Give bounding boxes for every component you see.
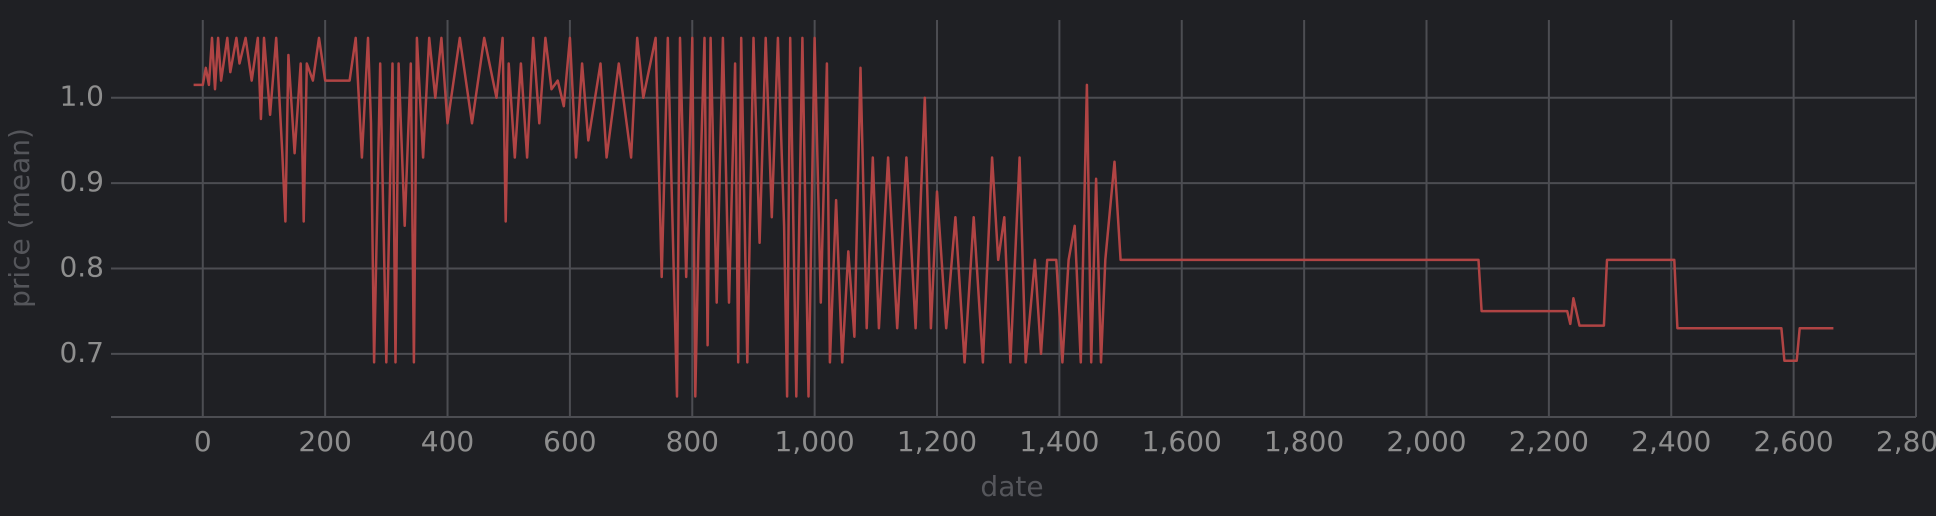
y-tick-label: 0.7 (59, 336, 104, 369)
x-tick-label: 1,400 (1019, 425, 1099, 458)
price-line (193, 36, 1834, 398)
x-tick-label: 200 (298, 425, 351, 458)
y-tick-label: 1.0 (59, 80, 104, 113)
y-axis-title: price (mean) (3, 128, 36, 308)
x-tick-label: 1,600 (1142, 425, 1222, 458)
y-tick-label: 0.9 (59, 165, 104, 198)
x-tick-label: 0 (194, 425, 212, 458)
x-axis-title: date (980, 470, 1043, 503)
x-tick-label: 2,200 (1509, 425, 1589, 458)
x-tick-label: 2,000 (1386, 425, 1466, 458)
y-tick-label: 0.8 (59, 250, 104, 283)
x-tick-label: 800 (666, 425, 719, 458)
x-tick-label: 600 (543, 425, 596, 458)
x-tick-label: 2,400 (1631, 425, 1711, 458)
x-tick-label: 2,600 (1754, 425, 1834, 458)
x-tick-label: 1,200 (897, 425, 977, 458)
x-tick-label: 400 (421, 425, 474, 458)
x-tick-label: 2,800 (1876, 425, 1936, 458)
x-tick-label: 1,800 (1264, 425, 1344, 458)
x-tick-label: 1,000 (775, 425, 855, 458)
